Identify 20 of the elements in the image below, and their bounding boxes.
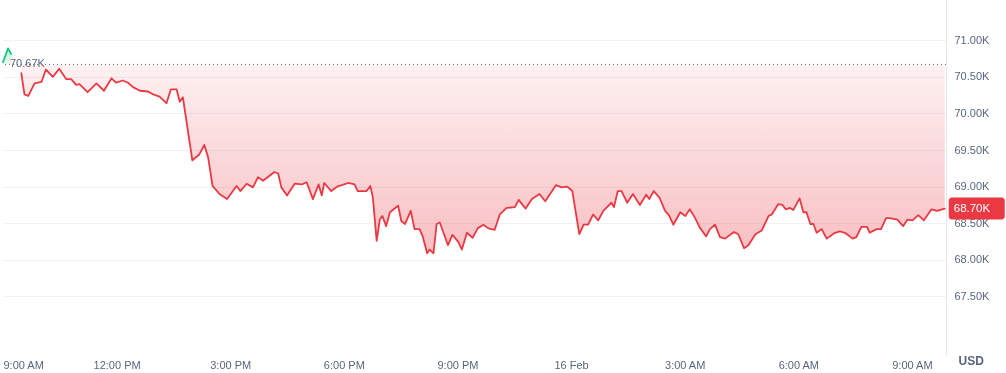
- y-tick-label: 67.50K: [954, 289, 991, 302]
- x-tick-label: 9:00 AM: [3, 358, 44, 371]
- y-axis-title: USD: [958, 353, 985, 368]
- annotation: 68.70K: [953, 201, 991, 214]
- x-tick-label: 3:00 AM: [665, 358, 706, 371]
- y-tick-label: 70.00K: [954, 106, 991, 119]
- ref-line-label: 70.67K: [10, 57, 46, 70]
- x-tick-label: 9:00 AM: [892, 358, 933, 371]
- x-tick-label: 6:00 PM: [323, 358, 365, 371]
- y-tick-label: 69.00K: [954, 180, 991, 193]
- x-tick-label: 9:00 PM: [437, 358, 479, 371]
- x-tick-label: 6:00 AM: [778, 358, 819, 371]
- y-tick-label: 68.00K: [954, 253, 991, 266]
- y-tick-label: 70.50K: [954, 70, 991, 83]
- y-tick-label: 69.50K: [954, 143, 991, 156]
- x-tick-label: 3:00 PM: [210, 358, 252, 371]
- x-tick-label: 12:00 PM: [93, 358, 141, 371]
- x-tick-label: 16 Feb: [554, 358, 589, 371]
- y-tick-label: 71.00K: [954, 33, 991, 46]
- y-tick-label: 68.50K: [954, 216, 991, 229]
